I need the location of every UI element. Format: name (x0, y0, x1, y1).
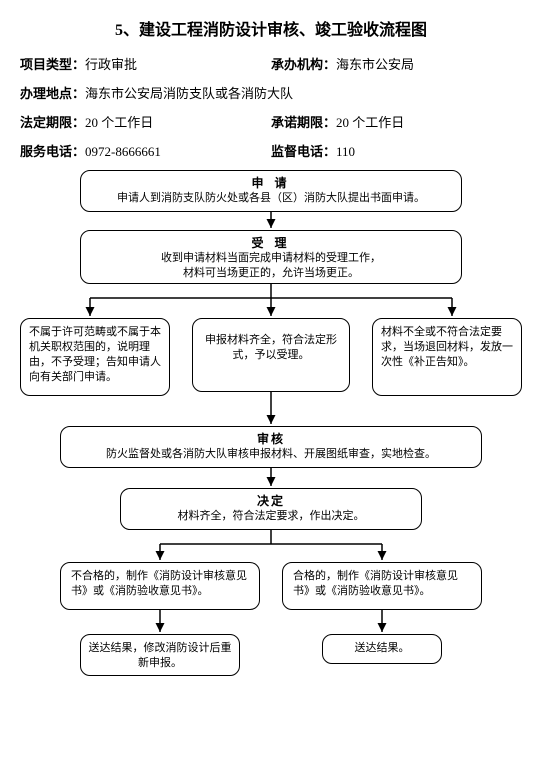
node-accept-text2: 材料可当场更正的，允许当场更正。 (87, 266, 455, 281)
project-type-label: 项目类型： (20, 57, 85, 72)
node-apply-text: 申请人到消防支队防火处或各县（区）消防大队提出书面申请。 (87, 191, 455, 206)
node-pass: 合格的，制作《消防设计审核意见书》或《消防验收意见书》。 (282, 562, 482, 610)
location-label: 办理地点： (20, 86, 85, 101)
node-review-text: 防火监督处或各消防大队审核申报材料、开展图纸审查，实地检查。 (67, 447, 475, 462)
page-title: 5、建设工程消防设计审核、竣工验收流程图 (20, 16, 522, 40)
node-branch-right: 材料不全或不符合法定要求，当场退回材料，发放一次性《补正告知》。 (372, 318, 522, 396)
meta-row-2: 办理地点：海东市公安局消防支队或各消防大队 (20, 83, 522, 102)
node-fail: 不合格的，制作《消防设计审核意见书》或《消防验收意见书》。 (60, 562, 260, 610)
node-review: 审核 防火监督处或各消防大队审核申报材料、开展图纸审查，实地检查。 (60, 426, 482, 468)
node-apply-title: 申 请 (87, 175, 455, 191)
node-branch-mid: 申报材料齐全，符合法定形式，予以受理。 (192, 318, 350, 392)
meta-row-4: 服务电话：0972-8666661 监督电话：110 (20, 141, 522, 160)
node-decide-text: 材料齐全，符合法定要求，作出决定。 (127, 509, 415, 524)
node-branch-mid-text: 申报材料齐全，符合法定形式，予以受理。 (205, 334, 337, 361)
node-apply: 申 请 申请人到消防支队防火处或各县（区）消防大队提出书面申请。 (80, 170, 462, 212)
node-pass-end: 送达结果。 (322, 634, 442, 664)
meta-row-1: 项目类型：行政审批 承办机构：海东市公安局 (20, 54, 522, 73)
supervise-phone-label: 监督电话： (271, 144, 336, 159)
legal-period-label: 法定期限： (20, 115, 85, 130)
node-review-title: 审核 (67, 431, 475, 447)
agency: 海东市公安局 (336, 57, 414, 72)
flowchart: 申 请 申请人到消防支队防火处或各县（区）消防大队提出书面申请。 受 理 收到申… (20, 170, 522, 710)
node-pass-text: 合格的，制作《消防设计审核意见书》或《消防验收意见书》。 (293, 570, 458, 597)
service-phone: 0972-8666661 (85, 144, 161, 159)
node-accept: 受 理 收到申请材料当面完成申请材料的受理工作， 材料可当场更正的，允许当场更正… (80, 230, 462, 284)
node-fail-text: 不合格的，制作《消防设计审核意见书》或《消防验收意见书》。 (71, 570, 247, 597)
node-branch-right-text: 材料不全或不符合法定要求，当场退回材料，发放一次性《补正告知》。 (381, 326, 513, 368)
node-branch-left-text: 不属于许可范畴或不属于本机关职权范围的，说明理由，不予受理；告知申请人向有关部门… (29, 326, 161, 383)
node-pass-end-text: 送达结果。 (355, 642, 410, 654)
node-branch-left: 不属于许可范畴或不属于本机关职权范围的，说明理由，不予受理；告知申请人向有关部门… (20, 318, 170, 396)
node-accept-text1: 收到申请材料当面完成申请材料的受理工作， (87, 251, 455, 266)
node-fail-end: 送达结果，修改消防设计后重新申报。 (80, 634, 240, 676)
project-type: 行政审批 (85, 57, 137, 72)
supervise-phone: 110 (336, 144, 355, 159)
node-decide-title: 决定 (127, 493, 415, 509)
location: 海东市公安局消防支队或各消防大队 (85, 86, 293, 101)
service-phone-label: 服务电话： (20, 144, 85, 159)
node-fail-end-text: 送达结果，修改消防设计后重新申报。 (89, 642, 232, 669)
commit-period: 20 个工作日 (336, 115, 404, 130)
meta-row-3: 法定期限：20 个工作日 承诺期限：20 个工作日 (20, 112, 522, 131)
node-decide: 决定 材料齐全，符合法定要求，作出决定。 (120, 488, 422, 530)
legal-period: 20 个工作日 (85, 115, 153, 130)
node-accept-title: 受 理 (87, 235, 455, 251)
agency-label: 承办机构： (271, 57, 336, 72)
commit-period-label: 承诺期限： (271, 115, 336, 130)
